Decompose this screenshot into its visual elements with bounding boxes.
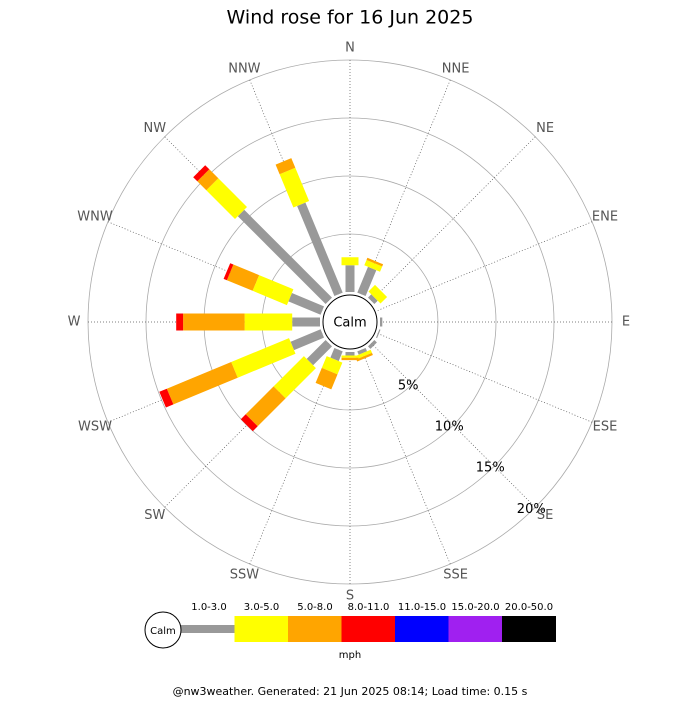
wind-bar xyxy=(159,388,174,408)
wind-bar xyxy=(273,356,316,399)
wind-bar xyxy=(223,263,234,281)
legend-swatch xyxy=(341,616,396,642)
legend-calm-circle xyxy=(144,611,182,649)
legend-swatch xyxy=(234,616,289,642)
wind-bar xyxy=(357,266,377,296)
wind-bar xyxy=(357,348,367,355)
calm-label: Calm xyxy=(333,316,366,331)
legend-label: 1.0-3.0 xyxy=(191,602,226,613)
legend-swatch xyxy=(395,616,449,642)
wind-bar xyxy=(376,329,381,339)
direction-label: WNW xyxy=(77,210,113,225)
r-tick-label: 10% xyxy=(435,420,464,435)
wind-bar xyxy=(176,313,184,331)
wind-bar xyxy=(237,209,332,304)
wind-bar xyxy=(193,165,210,182)
r-tick-label: 20% xyxy=(517,502,546,517)
wind-bar xyxy=(245,386,286,427)
wind-bar xyxy=(341,357,359,361)
legend-label: 15.0-20.0 xyxy=(451,602,499,613)
wind-bar xyxy=(240,414,258,432)
legend-label: 5.0-8.0 xyxy=(297,602,332,613)
legend-swatch xyxy=(181,625,235,633)
wind-bar xyxy=(197,169,219,191)
wind-bar xyxy=(366,257,384,267)
wind-bar xyxy=(288,293,324,315)
direction-label: ESE xyxy=(593,419,618,434)
r-tick-label: 5% xyxy=(398,379,419,394)
legend-unit: mph xyxy=(339,650,361,661)
wind-bar xyxy=(226,264,260,291)
chart-title: Wind rose for 16 Jun 2025 xyxy=(227,7,474,29)
wind-bar xyxy=(231,338,296,378)
direction-label: NNW xyxy=(228,61,260,76)
wind-bar xyxy=(206,178,247,219)
r-tick-label: 15% xyxy=(476,461,505,476)
direction-label: SW xyxy=(144,508,165,523)
legend-calm-label: Calm xyxy=(150,626,176,637)
direction-label: WSW xyxy=(78,419,112,434)
wind-bar xyxy=(341,355,359,358)
legend-swatch xyxy=(288,616,342,642)
wind-bar xyxy=(355,349,372,360)
wind-bar xyxy=(341,257,359,266)
wind-bar xyxy=(380,317,383,327)
wind-bar xyxy=(321,356,343,375)
direction-label: N xyxy=(345,41,355,56)
footer: @nw3weather. Generated: 21 Jun 2025 08:1… xyxy=(173,685,528,698)
wind-bar xyxy=(275,158,296,175)
wind-bar xyxy=(292,317,320,327)
wind-bar xyxy=(166,362,238,405)
legend-label: 20.0-50.0 xyxy=(505,602,553,613)
calm-circle xyxy=(322,294,378,350)
direction-label: SSE xyxy=(443,568,468,583)
direction-label: SSW xyxy=(230,568,260,583)
wind-bar xyxy=(368,340,377,349)
wind-bar xyxy=(364,260,383,272)
legend-label: 3.0-5.0 xyxy=(244,602,279,613)
wind-bar xyxy=(368,294,378,304)
legend-label: 8.0-11.0 xyxy=(348,602,390,613)
wind-bar xyxy=(330,348,343,362)
direction-label: ENE xyxy=(592,210,618,225)
wind-bar xyxy=(306,340,332,366)
wind-bar xyxy=(290,329,324,351)
wind-bar xyxy=(368,284,388,304)
direction-label: W xyxy=(68,315,81,330)
wind-bar xyxy=(252,275,294,306)
direction-label: NNE xyxy=(442,61,470,76)
legend-label: 11.0-15.0 xyxy=(398,602,446,613)
wind-bar xyxy=(297,202,343,296)
legend-swatch xyxy=(502,616,556,642)
wind-bar xyxy=(244,313,293,331)
wind-bar xyxy=(345,265,355,292)
wind-bar xyxy=(345,352,355,356)
wind-bar xyxy=(183,313,245,331)
direction-label: SE xyxy=(537,508,553,523)
direction-label: E xyxy=(622,315,630,330)
direction-label: NE xyxy=(536,121,554,136)
wind-bar xyxy=(315,367,338,390)
wind-bar xyxy=(356,352,373,362)
direction-label: NW xyxy=(144,121,167,136)
direction-label: S xyxy=(346,589,354,604)
wind-bar xyxy=(279,167,310,208)
legend-swatch xyxy=(448,616,503,642)
